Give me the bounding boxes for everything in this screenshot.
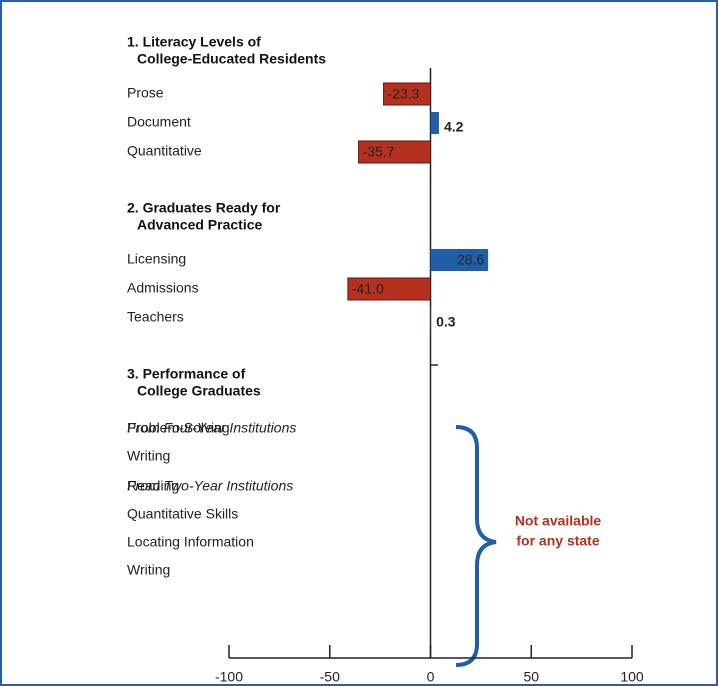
group-subtitle: From Four-Year Institutions	[127, 420, 296, 436]
category-label: Document	[127, 114, 191, 130]
section-title: 1. Literacy Levels of	[127, 34, 261, 50]
x-tick-label: -50	[320, 669, 340, 685]
category-label: Licensing	[127, 251, 186, 267]
section-title: College-Educated Residents	[137, 51, 326, 67]
bar	[383, 82, 432, 106]
x-tick-label: 100	[620, 669, 644, 685]
value-label: -35.7	[363, 144, 395, 160]
annotation: for any state	[516, 533, 599, 549]
x-tick-label: 0	[427, 669, 435, 685]
category-label: Admissions	[127, 280, 199, 296]
category-label: Reading	[127, 478, 179, 494]
section-title: College Graduates	[137, 383, 261, 399]
category-label: Writing	[127, 562, 170, 578]
category-label: Locating Information	[127, 534, 254, 550]
category-label: Teachers	[127, 309, 184, 325]
x-tick-label: 50	[523, 669, 539, 685]
x-tick-label: -100	[215, 669, 243, 685]
value-label: -23.3	[388, 86, 420, 102]
section-title: 2. Graduates Ready for	[127, 200, 281, 216]
bar	[358, 140, 432, 164]
value-label: 4.2	[444, 119, 464, 135]
section-title: Advanced Practice	[137, 217, 262, 233]
category-label: Quantitative	[127, 143, 202, 159]
category-label: Prose	[127, 85, 164, 101]
bar	[430, 249, 489, 271]
brace	[455, 425, 497, 667]
bar	[430, 307, 432, 329]
value-label: 28.6	[457, 252, 484, 268]
section-title: 3. Performance of	[127, 366, 246, 382]
bar	[347, 277, 432, 301]
value-label: -41.0	[352, 281, 384, 297]
group-subtitle: From Two-Year Institutions	[127, 478, 293, 494]
category-label: Writing	[127, 448, 170, 464]
bar	[430, 112, 439, 134]
category-label: Problem-Solving	[127, 420, 230, 436]
category-label: Quantitative Skills	[127, 506, 238, 522]
annotation: Not available	[515, 513, 602, 529]
value-label: 0.3	[436, 314, 456, 330]
